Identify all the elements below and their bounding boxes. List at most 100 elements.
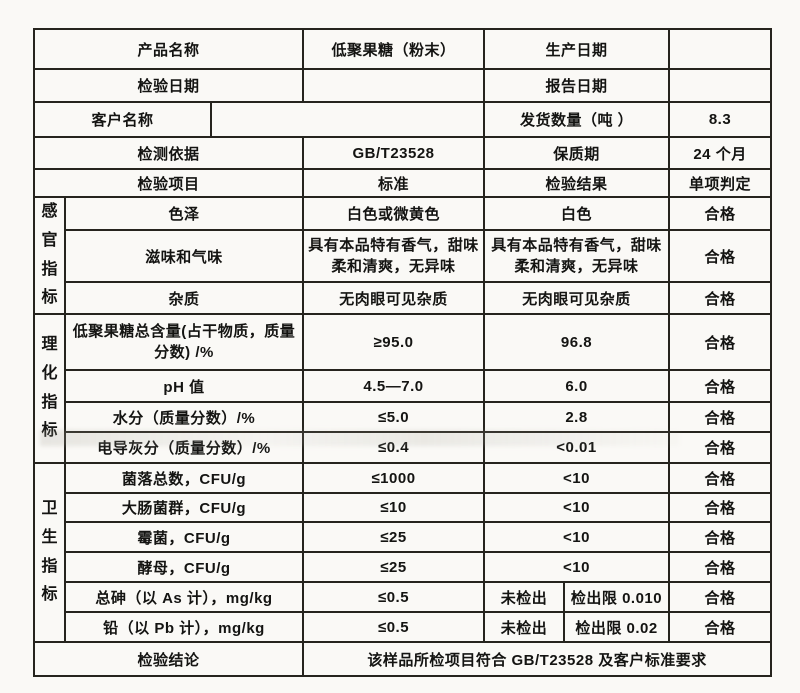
report-date-label: 报告日期 xyxy=(483,68,671,103)
standard-cell: ≤10 xyxy=(302,492,486,524)
standard-cell: ≤0.5 xyxy=(302,581,486,614)
standard-cell: ≥95.0 xyxy=(302,313,486,372)
shelf-life-label: 保质期 xyxy=(483,136,671,170)
item-cell: 总砷（以 As 计），mg/kg xyxy=(63,581,305,614)
section-label-hygiene: 卫生指标 xyxy=(33,462,66,644)
standard-cell: ≤0.4 xyxy=(302,431,486,465)
result-cell: <10 xyxy=(483,462,671,495)
judgment-cell: 合格 xyxy=(668,229,773,284)
table-row: 酵母，CFU/g ≤25 <10 合格 xyxy=(34,551,773,584)
result-cell: <0.01 xyxy=(483,431,671,465)
judgment-cell: 合格 xyxy=(668,313,773,372)
shipping-qty-label: 发货数量（吨 ） xyxy=(483,101,671,138)
table-row: 总砷（以 As 计），mg/kg ≤0.5 未检出 检出限 0.010 合格 xyxy=(34,581,773,614)
result-cell: 未检出 xyxy=(483,611,566,644)
test-basis-label: 检测依据 xyxy=(32,136,305,170)
product-name-value: 低聚果糖（粉末） xyxy=(302,28,486,70)
inspection-date-value xyxy=(302,68,486,103)
item-cell: pH 值 xyxy=(63,369,305,404)
item-cell: 水分（质量分数）/% xyxy=(63,401,305,434)
table-row: pH 值 4.5—7.0 6.0 合格 xyxy=(34,369,773,404)
shelf-life-value: 24 个月 xyxy=(668,136,773,170)
standard-cell: 4.5—7.0 xyxy=(302,369,486,404)
judgment-cell: 合格 xyxy=(668,369,773,404)
test-basis-value: GB/T23528 xyxy=(302,136,486,170)
table-row: 霉菌，CFU/g ≤25 <10 合格 xyxy=(34,521,773,554)
row-dates: 检验日期 报告日期 xyxy=(32,68,773,103)
judgment-cell: 合格 xyxy=(668,462,773,495)
judgment-cell: 合格 xyxy=(668,611,773,644)
table-row: 水分（质量分数）/% ≤5.0 2.8 合格 xyxy=(34,401,773,434)
standard-cell: 具有本品特有香气，甜味柔和清爽，无异味 xyxy=(302,229,486,284)
judgment-cell: 合格 xyxy=(668,431,773,465)
standard-cell: ≤5.0 xyxy=(302,401,486,434)
judgment-cell: 合格 xyxy=(668,492,773,524)
item-cell: 杂质 xyxy=(63,281,305,316)
result-cell: 2.8 xyxy=(483,401,671,434)
table-row: 铅（以 Pb 计），mg/kg ≤0.5 未检出 检出限 0.02 合格 xyxy=(34,611,773,644)
judgment-cell: 合格 xyxy=(668,401,773,434)
item-cell: 电导灰分（质量分数）/% xyxy=(63,431,305,465)
table-row: 卫生指标 菌落总数，CFU/g ≤1000 <10 合格 xyxy=(33,462,773,644)
customer-name-value xyxy=(209,101,486,138)
standard-cell: ≤0.5 xyxy=(302,611,486,644)
result-cell: 无肉眼可见杂质 xyxy=(483,281,671,316)
shipping-qty-value: 8.3 xyxy=(668,101,773,138)
standard-cell: ≤1000 xyxy=(302,462,486,495)
row-conclusion: 检验结论 该样品所检项目符合 GB/T23528 及客户标准要求 xyxy=(32,641,773,678)
section-label-physicochemical: 理化指标 xyxy=(33,313,66,465)
inspection-report-table: 产品名称 低聚果糖（粉末） 生产日期 检验日期 报告日期 客户名称 发货数量（吨… xyxy=(32,28,773,678)
row-column-headers: 检验项目 标准 检验结果 单项判定 xyxy=(32,168,773,198)
item-cell: 霉菌，CFU/g xyxy=(63,521,305,554)
judgment-cell: 合格 xyxy=(668,581,773,614)
row-basis: 检测依据 GB/T23528 保质期 24 个月 xyxy=(32,136,773,170)
item-cell: 滋味和气味 xyxy=(63,229,305,284)
inspection-date-label: 检验日期 xyxy=(32,68,305,103)
result-cell: 未检出 xyxy=(483,581,566,614)
result-cell: 白色 xyxy=(483,195,671,232)
item-cell: 大肠菌群，CFU/g xyxy=(63,492,305,524)
standard-cell: 无肉眼可见杂质 xyxy=(302,281,486,316)
standard-cell: ≤25 xyxy=(302,521,486,554)
result-cell: 96.8 xyxy=(483,313,671,372)
standard-cell: ≤25 xyxy=(302,551,486,584)
col-header-item: 检验项目 xyxy=(32,168,305,198)
result-limit-cell: 检出限 0.010 xyxy=(563,581,671,614)
item-cell: 色泽 xyxy=(63,195,305,232)
result-cell: <10 xyxy=(483,492,671,524)
judgment-cell: 合格 xyxy=(668,521,773,554)
item-cell: 菌落总数，CFU/g xyxy=(63,462,305,495)
table-row: 感官指标 色泽 白色或微黄色 白色 合格 xyxy=(33,195,773,316)
col-header-judgment: 单项判定 xyxy=(668,168,773,198)
judgment-cell: 合格 xyxy=(668,195,773,232)
table-row: 电导灰分（质量分数）/% ≤0.4 <0.01 合格 xyxy=(34,431,773,465)
table-row: 大肠菌群，CFU/g ≤10 <10 合格 xyxy=(34,492,773,524)
item-cell: 铅（以 Pb 计），mg/kg xyxy=(63,611,305,644)
conclusion-label: 检验结论 xyxy=(32,641,305,678)
result-cell: <10 xyxy=(483,551,671,584)
item-cell: 酵母，CFU/g xyxy=(63,551,305,584)
report-date-value xyxy=(668,68,773,103)
item-cell: 低聚果糖总含量(占干物质，质量分数) /% xyxy=(63,313,305,372)
conclusion-text: 该样品所检项目符合 GB/T23528 及客户标准要求 xyxy=(302,641,773,678)
row-customer: 客户名称 发货数量（吨 ） 8.3 xyxy=(33,101,773,138)
section-label-sensory: 感官指标 xyxy=(33,195,66,316)
col-header-standard: 标准 xyxy=(302,168,486,198)
standard-cell: 白色或微黄色 xyxy=(302,195,486,232)
judgment-cell: 合格 xyxy=(668,281,773,316)
customer-name-label: 客户名称 xyxy=(33,101,212,138)
judgment-cell: 合格 xyxy=(668,551,773,584)
result-cell: 6.0 xyxy=(483,369,671,404)
result-cell: <10 xyxy=(483,521,671,554)
product-name-label: 产品名称 xyxy=(32,28,305,70)
row-product: 产品名称 低聚果糖（粉末） 生产日期 xyxy=(32,28,773,70)
table-row: 滋味和气味 具有本品特有香气，甜味柔和清爽，无异味 具有本品特有香气，甜味柔和清… xyxy=(34,229,773,284)
result-cell: 具有本品特有香气，甜味柔和清爽，无异味 xyxy=(483,229,671,284)
table-row: 杂质 无肉眼可见杂质 无肉眼可见杂质 合格 xyxy=(34,281,773,316)
result-limit-cell: 检出限 0.02 xyxy=(563,611,671,644)
production-date-label: 生产日期 xyxy=(483,28,671,70)
production-date-value xyxy=(668,28,773,70)
table-row: 理化指标 低聚果糖总含量(占干物质，质量分数) /% ≥95.0 96.8 合格 xyxy=(33,313,773,465)
col-header-result: 检验结果 xyxy=(483,168,671,198)
